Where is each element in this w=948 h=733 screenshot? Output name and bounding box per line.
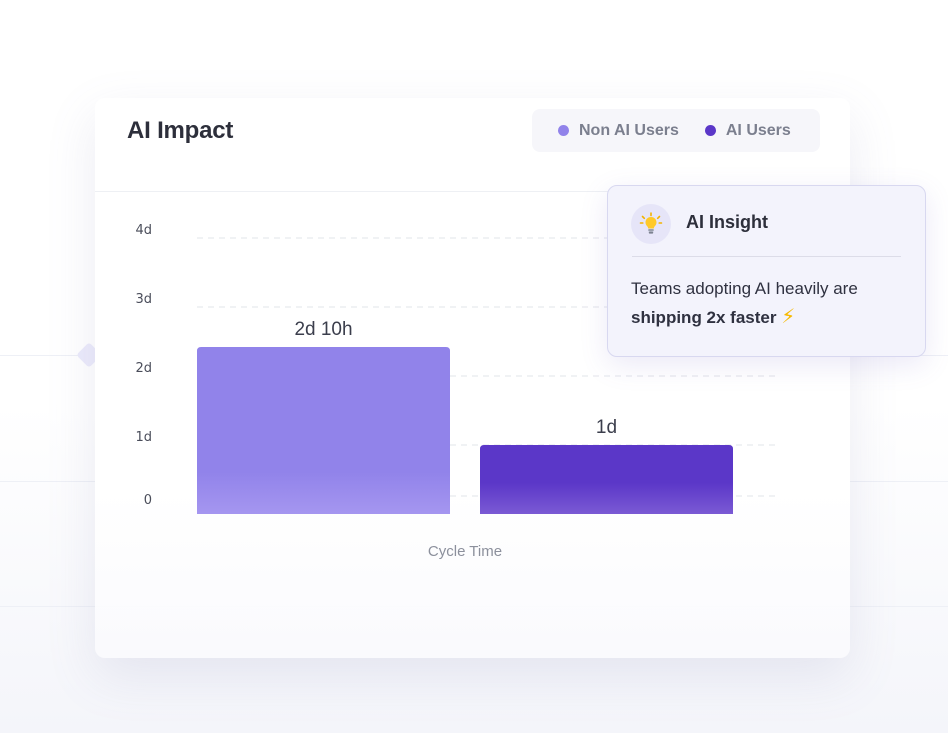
y-tick-label: 4d (135, 223, 152, 238)
chart-legend: Non AI Users AI Users (532, 109, 820, 152)
legend-item-non-ai-users[interactable]: Non AI Users (558, 122, 679, 140)
insight-title: AI Insight (686, 212, 768, 232)
lightbulb-icon (631, 204, 671, 244)
x-axis-title: Cycle Time (428, 543, 502, 560)
y-tick-label: 2d (135, 361, 152, 376)
legend-label: Non AI Users (579, 121, 679, 139)
divider (632, 256, 901, 257)
y-tick-label: 3d (135, 292, 152, 307)
bar-value-label: 1d (596, 417, 617, 438)
bar-non-ai-users[interactable] (197, 347, 450, 514)
legend-dot-icon (558, 125, 569, 136)
card-header: AI Impact Non AI Users AI Users (95, 98, 850, 192)
insight-text: Teams adopting AI heavily are shipping 2… (631, 274, 911, 332)
bar-value-label: 2d 10h (294, 319, 352, 340)
insight-text-regular: Teams adopting AI heavily are (631, 279, 858, 298)
bar-chart: 0 1d 2d 3d 4d 2d 10h 1d Cycle Time (135, 223, 775, 560)
ai-impact-card: AI Impact Non AI Users AI Users (95, 98, 850, 658)
insight-text-bold: shipping 2x faster (631, 308, 777, 327)
card-title: AI Impact (127, 117, 234, 144)
legend-dot-icon (704, 125, 716, 136)
legend-label: AI Users (725, 121, 791, 139)
ai-insight-panel: AI Insight Teams adopting AI heavily are… (607, 185, 926, 357)
legend-item-ai-users[interactable]: AI Users (704, 121, 791, 140)
y-tick-label: 0 (144, 493, 152, 508)
lightning-icon: ⚡ (781, 306, 796, 328)
y-tick-label: 1d (135, 430, 152, 445)
bar-ai-users[interactable] (480, 445, 733, 514)
